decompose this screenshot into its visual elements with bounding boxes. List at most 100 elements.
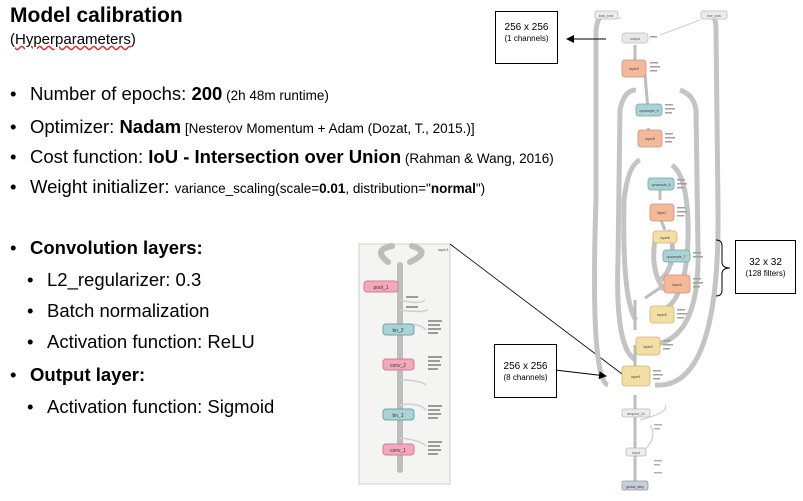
zoom-node-pool1 [363, 280, 399, 293]
bullet-dot: • [27, 269, 34, 290]
graph-node-layer5 [649, 305, 675, 324]
graph-node-label: layer7 [657, 211, 667, 215]
output-channels: (1 channels) [504, 34, 549, 43]
output-heading: • Output layer: [10, 364, 145, 386]
optimizer-value: Nadam [119, 116, 182, 137]
input-size: 256 x 256 [503, 361, 548, 372]
conv-heading: • Convolution layers: [10, 237, 203, 259]
init-text-2: , distribution=" [345, 181, 431, 196]
mid-filters: (128 filters) [745, 269, 786, 278]
zoom-node-bn2 [382, 323, 415, 336]
zoom-node-bn1 [382, 408, 415, 421]
mid-size-box: 32 x 32 (128 filters) [735, 240, 796, 294]
cost-note: (Rahman & Wang, 2016) [401, 151, 554, 166]
zoom-node-label: conv_1 [390, 448, 406, 454]
zoom-node-label: pool_1 [373, 285, 388, 291]
init-dist: normal [430, 181, 476, 196]
init-scale: 0.01 [319, 181, 346, 196]
graph-node-label: layer8 [645, 137, 655, 141]
input-channels: (8 channels) [503, 373, 548, 382]
graph-node-label: upsample_9 [639, 109, 658, 113]
slide-subtitle: (Hyperparameters) [10, 31, 136, 48]
subtitle-paren-open: ( [10, 31, 15, 48]
graph-node-output [621, 32, 649, 44]
input-arrow [554, 369, 607, 380]
graph-node-upsample7 [662, 249, 691, 263]
graph-node-layer4 [663, 274, 691, 294]
zoom-node-label: conv_2 [390, 363, 406, 369]
subtitle-word: Hyperparameters [15, 31, 131, 48]
graph-node-upsample8 [647, 177, 675, 191]
graph-node-label: layer9 [629, 67, 639, 71]
init-text-3: ") [475, 181, 486, 196]
bullet-dot: • [10, 237, 17, 258]
epochs-value: 200 [191, 83, 223, 104]
bullet-epochs: • Number of epochs: 200 (2h 48m runtime) [10, 83, 329, 107]
output-item-text: Activation function: Sigmoid [47, 396, 275, 417]
graph-node-layer9 [621, 59, 647, 78]
graph-node-label: layer2 [643, 345, 653, 349]
graph-node-global-step [621, 480, 649, 491]
cost-value: IoU - Intersection over Union [148, 146, 402, 167]
graph-node-layer7 [649, 203, 675, 222]
graph-node-loss [594, 10, 619, 20]
epochs-label: Number of epochs: [30, 83, 192, 104]
graph-side-labels [650, 36, 703, 380]
epochs-note: (2h 48m runtime) [222, 88, 329, 103]
graph-node-label: upsample_7 [666, 255, 685, 259]
optimizer-note: [Nesterov Momentum + Adam (Dozat, T., 20… [181, 121, 475, 136]
graph-node-bce-loss [700, 10, 728, 20]
mid-size: 32 x 32 [749, 257, 782, 268]
init-text-1: variance_scaling(scale= [174, 181, 320, 196]
bullet-optimizer: • Optimizer: Nadam [Nesterov Momentum + A… [10, 116, 475, 140]
bullet-dot: • [10, 176, 17, 197]
graph-node-label: layer4 [672, 283, 682, 287]
conv-heading-text: Convolution layers: [30, 237, 203, 258]
conv-item-text: Activation function: ReLU [47, 331, 255, 352]
graph-node-label: loss_ions [599, 14, 614, 18]
graph-node-dropout [621, 408, 651, 418]
full-graph: loss_ions bce_loss output layer9 upsampl… [592, 10, 728, 491]
output-heading-text: Output layer: [30, 364, 146, 385]
zoom-corner-label: layer1 [438, 247, 450, 252]
graph-skip-edges [592, 11, 721, 388]
conv-item: • L2_regularizer: 0.3 [27, 269, 201, 291]
bullet-dot: • [10, 83, 17, 104]
graph-node-upsample9 [635, 103, 663, 117]
optimizer-label: Optimizer: [30, 116, 120, 137]
graph-node-layer1 [621, 365, 651, 387]
input-size-box: 256 x 256 (8 channels) [494, 344, 557, 398]
graph-node-layer6 [652, 230, 678, 244]
zoom-side-labels [406, 296, 442, 455]
output-item: • Activation function: Sigmoid [27, 396, 274, 418]
output-size-box: 256 x 256 (1 channels) [495, 11, 558, 64]
graph-node-input [625, 447, 647, 457]
conv-item-text: L2_regularizer: 0.3 [47, 269, 202, 290]
graph-node-layer8 [637, 129, 663, 148]
slide-title: Model calibration [10, 4, 183, 27]
bullet-dot: • [10, 364, 17, 385]
graph-bottom-stubs [654, 424, 662, 474]
conv-item: • Activation function: ReLU [27, 331, 255, 353]
output-size: 256 x 256 [504, 22, 549, 33]
bullet-dot: • [27, 396, 34, 417]
graph-node-label: dropout_1x [627, 412, 645, 416]
graph-node-label: upsample_8 [651, 183, 670, 187]
conv-item-text: Batch normalization [47, 300, 210, 321]
zoom-node-label: bn_2 [392, 328, 403, 334]
bullet-dot: • [27, 331, 34, 352]
init-label: Weight initializer: [30, 176, 175, 197]
bullet-dot: • [27, 300, 34, 321]
graph-node-label: layer6 [660, 236, 670, 240]
zoom-panel: pool_1 bn_2 conv_2 bn_1 conv_1 layer1 [358, 243, 631, 485]
bullet-dot: • [10, 146, 17, 167]
zoom-node-label: bn_1 [392, 413, 403, 419]
graph-node-layer2 [635, 336, 661, 356]
graph-node-label: layer1 [631, 375, 641, 379]
layer-brace [715, 239, 731, 297]
graph-node-label: layer5 [657, 313, 667, 317]
bullet-weight-init: • Weight initializer: variance_scaling(sc… [10, 176, 485, 200]
graph-node-label: bce_loss [707, 14, 721, 18]
cost-label: Cost function: [30, 146, 149, 167]
